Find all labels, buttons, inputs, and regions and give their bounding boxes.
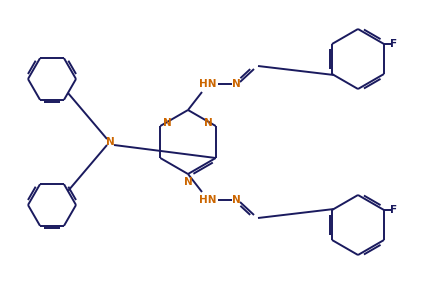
- Text: F: F: [390, 205, 398, 215]
- Text: N: N: [184, 177, 192, 187]
- Text: F: F: [390, 39, 398, 49]
- Text: HN: HN: [199, 195, 217, 205]
- Text: N: N: [232, 79, 240, 89]
- Text: HN: HN: [199, 79, 217, 89]
- Text: N: N: [163, 118, 172, 128]
- Text: N: N: [204, 118, 213, 128]
- Text: N: N: [106, 137, 115, 147]
- Text: N: N: [232, 195, 240, 205]
